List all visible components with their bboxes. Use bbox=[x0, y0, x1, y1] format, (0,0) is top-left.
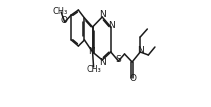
Text: CH₃: CH₃ bbox=[52, 7, 68, 16]
Text: CH₃: CH₃ bbox=[87, 65, 101, 74]
Text: O: O bbox=[60, 16, 67, 25]
Text: N: N bbox=[99, 10, 106, 19]
Text: N: N bbox=[88, 47, 95, 56]
Text: N: N bbox=[99, 58, 106, 67]
Text: N: N bbox=[108, 21, 115, 30]
Text: N: N bbox=[137, 46, 144, 55]
Text: S: S bbox=[116, 55, 121, 64]
Text: O: O bbox=[130, 74, 137, 83]
